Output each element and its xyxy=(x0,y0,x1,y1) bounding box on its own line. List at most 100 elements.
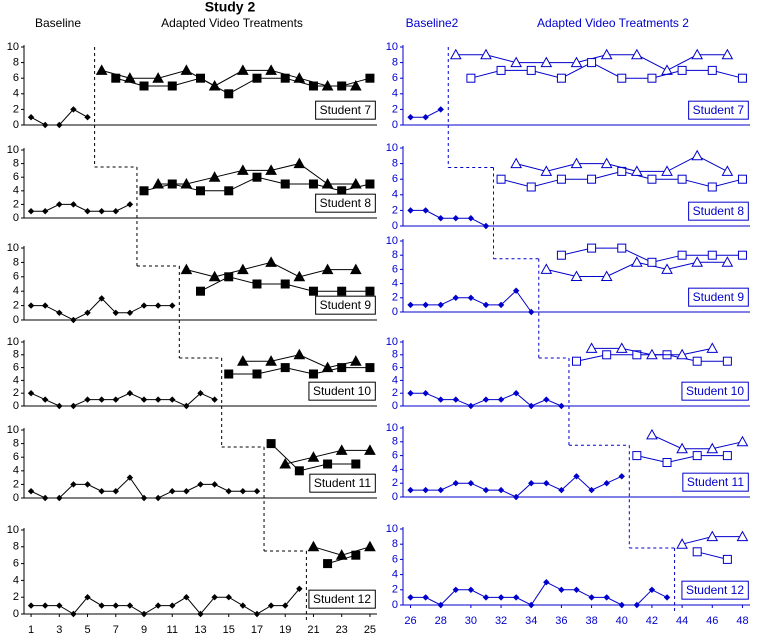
x-tick-label: 17 xyxy=(251,624,263,636)
data-point xyxy=(618,601,625,609)
data-point xyxy=(630,48,643,60)
data-point xyxy=(618,473,625,480)
data-point xyxy=(323,459,333,469)
y-tick-label: 6 xyxy=(392,173,398,185)
data-point xyxy=(154,396,162,403)
data-point xyxy=(266,439,276,449)
data-point xyxy=(126,474,134,481)
data-point xyxy=(253,487,261,495)
data-point xyxy=(452,479,460,487)
data-point xyxy=(293,270,306,282)
data-point xyxy=(676,442,688,454)
data-point xyxy=(337,363,347,373)
y-tick-label: 6 xyxy=(13,72,19,84)
y-tick-label: 8 xyxy=(13,256,19,268)
data-point xyxy=(335,444,348,455)
data-point xyxy=(169,602,176,609)
data-point xyxy=(84,481,91,488)
y-tick-label: 0 xyxy=(392,491,398,503)
data-point xyxy=(225,487,232,495)
data-point xyxy=(572,356,581,366)
data-point xyxy=(691,48,704,60)
data-point xyxy=(528,601,535,609)
data-point xyxy=(422,113,429,121)
y-tick-label: 6 xyxy=(392,362,398,374)
data-point xyxy=(280,179,290,189)
data-point xyxy=(452,586,460,594)
data-point xyxy=(308,81,318,91)
data-point xyxy=(632,451,642,461)
y-tick-label: 4 xyxy=(392,278,398,290)
data-point xyxy=(600,157,613,169)
data-point xyxy=(349,263,362,275)
data-line xyxy=(470,62,743,79)
data-point xyxy=(237,263,249,275)
data-point xyxy=(70,402,77,410)
data-point xyxy=(617,243,627,253)
data-point xyxy=(196,73,205,83)
data-point xyxy=(570,270,583,281)
y-tick-label: 0 xyxy=(13,400,19,412)
data-point xyxy=(112,487,119,495)
y-tick-label: 2 xyxy=(392,204,398,216)
data-point xyxy=(27,207,35,215)
data-point xyxy=(27,113,35,121)
data-point xyxy=(480,48,492,60)
data-point xyxy=(98,295,105,302)
data-point xyxy=(180,177,193,189)
data-point xyxy=(482,486,490,494)
data-point xyxy=(27,389,35,397)
data-point xyxy=(603,594,610,601)
data-point xyxy=(337,81,347,91)
data-point xyxy=(497,594,505,601)
data-point xyxy=(111,73,121,83)
y-tick-label: 8 xyxy=(13,438,19,450)
data-point xyxy=(449,48,462,60)
data-point xyxy=(239,487,247,495)
y-tick-label: 10 xyxy=(386,336,398,348)
data-point xyxy=(183,487,190,495)
data-point xyxy=(112,207,119,215)
data-point xyxy=(677,250,687,260)
data-point xyxy=(677,65,687,75)
student-label: Student 10 xyxy=(313,384,371,398)
data-point xyxy=(497,301,505,309)
y-tick-label: 4 xyxy=(13,88,19,100)
data-point xyxy=(661,263,673,274)
student-label: Student 12 xyxy=(686,583,744,597)
y-tick-label: 4 xyxy=(13,185,19,197)
y-tick-label: 2 xyxy=(13,300,19,312)
data-line xyxy=(285,449,370,465)
student-label-box xyxy=(315,193,376,213)
y-tick-label: 4 xyxy=(392,569,398,581)
student-label: Student 11 xyxy=(314,476,371,490)
data-point xyxy=(543,578,550,586)
data-point xyxy=(543,396,550,403)
data-point xyxy=(707,65,717,75)
data-point xyxy=(308,179,318,189)
x-tick-label: 48 xyxy=(736,615,748,627)
x-tick-label: 9 xyxy=(141,624,147,636)
data-point xyxy=(365,73,375,83)
data-line xyxy=(115,77,371,95)
student-label-box xyxy=(308,381,376,401)
data-line xyxy=(516,155,728,172)
data-point xyxy=(126,309,134,317)
y-tick-label: 6 xyxy=(392,72,398,84)
data-point xyxy=(307,451,320,462)
student-label: Student 7 xyxy=(320,103,372,117)
phase-label: Baseline xyxy=(35,16,81,30)
y-tick-label: 4 xyxy=(392,374,398,386)
x-tick-label: 11 xyxy=(167,624,178,636)
data-point xyxy=(512,287,520,294)
data-point xyxy=(321,263,334,275)
data-point xyxy=(70,201,77,208)
y-tick-label: 8 xyxy=(13,349,19,361)
data-point xyxy=(41,121,49,129)
data-point xyxy=(556,250,566,260)
x-tick-label: 44 xyxy=(676,615,688,627)
y-tick-label: 6 xyxy=(13,558,19,570)
data-point xyxy=(224,89,234,99)
data-point xyxy=(308,369,318,379)
y-tick-label: 8 xyxy=(392,158,398,170)
